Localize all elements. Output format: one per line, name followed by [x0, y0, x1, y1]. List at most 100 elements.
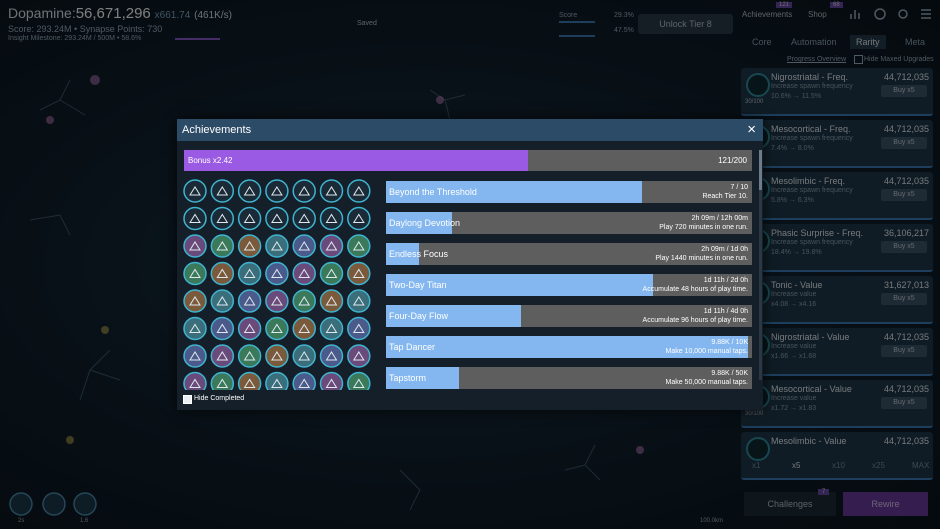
achievement-fill — [386, 243, 419, 265]
achievement-row: Endless Focus 2h 09m / 1d 0h Play 1440 min… — [386, 243, 752, 265]
achievement-icon[interactable] — [292, 344, 316, 368]
achievement-icon[interactable] — [183, 206, 207, 231]
icon-glyph — [216, 213, 229, 223]
icon-glyph — [243, 296, 256, 306]
achievement-icon[interactable] — [292, 206, 316, 231]
achievement-icon[interactable] — [237, 206, 262, 231]
icon-glyph — [325, 268, 338, 278]
achievement-icon[interactable] — [210, 261, 235, 286]
achievement-name: Beyond the Threshold — [389, 187, 477, 197]
achievement-desc: Make 50,000 manual taps. — [665, 379, 749, 386]
achievement-row: Two-Day Titan 1d 11h / 2d 0h Accumulate 48… — [386, 274, 752, 296]
achievement-icon[interactable] — [265, 206, 289, 231]
achievement-icon[interactable] — [265, 289, 289, 313]
achievement-icon[interactable] — [319, 371, 344, 391]
achievement-desc: Play 1440 minutes in one run. — [655, 255, 748, 262]
achievement-icon[interactable] — [292, 261, 316, 286]
achievement-icon[interactable] — [237, 261, 262, 286]
scrollbar — [759, 150, 762, 380]
achievement-icon[interactable] — [292, 371, 316, 391]
achievement-icon[interactable] — [237, 179, 262, 203]
achievement-desc: Play 720 minutes in one run. — [659, 224, 748, 231]
achievement-icon[interactable] — [210, 179, 235, 203]
modal-header: Achievements × — [177, 119, 763, 141]
achievement-icon[interactable] — [292, 179, 316, 203]
icon-glyph — [325, 323, 338, 333]
icon-glyph — [189, 186, 201, 196]
achievement-icon[interactable] — [319, 289, 344, 313]
achievement-icon[interactable] — [265, 234, 289, 258]
scroll-thumb[interactable] — [759, 150, 762, 190]
close-button[interactable]: × — [747, 121, 756, 138]
achievement-icon[interactable] — [183, 316, 207, 341]
achievement-icon[interactable] — [237, 234, 262, 258]
achievement-icon[interactable] — [183, 371, 207, 391]
achievement-icon[interactable] — [292, 289, 316, 313]
achievement-icon[interactable] — [210, 234, 235, 258]
achievement-progress: 1d 11h / 4d 0h — [703, 308, 748, 315]
achievement-icon[interactable] — [237, 371, 262, 391]
icon-glyph — [352, 378, 365, 388]
achievement-icon[interactable] — [237, 289, 262, 313]
achievement-name: Daylong Devotion — [389, 218, 461, 228]
achievement-icon[interactable] — [210, 371, 235, 391]
achievement-icon[interactable] — [319, 344, 344, 368]
achievement-icon[interactable] — [347, 289, 371, 313]
hide-completed[interactable]: Hide Completed — [194, 395, 245, 402]
achievement-icon[interactable] — [183, 289, 207, 313]
achievement-icon[interactable] — [210, 289, 235, 313]
achievement-icon[interactable] — [347, 206, 371, 231]
achievement-fill — [386, 367, 460, 389]
achievement-icon[interactable] — [265, 344, 289, 368]
achievement-icon[interactable] — [183, 234, 207, 258]
achievement-icon[interactable] — [347, 261, 371, 286]
achievement-icon[interactable] — [347, 179, 371, 203]
achievement-icon[interactable] — [319, 206, 344, 231]
achievement-desc: Accumulate 96 hours of play time. — [642, 317, 748, 324]
achievement-name: Four-Day Flow — [389, 311, 449, 321]
achievement-fill — [386, 336, 748, 358]
achievement-progress: 2h 09m / 12h 00m — [691, 215, 748, 222]
icon-glyph — [216, 186, 229, 196]
achievement-fill — [386, 212, 452, 234]
achievement-name: Tapstorm — [389, 373, 427, 383]
achievement-icon[interactable] — [183, 344, 207, 368]
icon-glyph — [243, 378, 256, 388]
achievement-icon[interactable] — [265, 179, 289, 203]
achievement-icon[interactable] — [265, 316, 289, 341]
icon-glyph — [270, 296, 283, 306]
achievement-icon[interactable] — [347, 234, 371, 258]
achievement-icon[interactable] — [237, 344, 262, 368]
achievement-icon[interactable] — [237, 316, 262, 341]
achievement-progress: 2h 09m / 1d 0h — [701, 246, 748, 253]
icon-glyph — [298, 296, 311, 306]
icon-glyph — [270, 323, 283, 333]
checkbox[interactable] — [183, 395, 192, 404]
achievement-icon[interactable] — [347, 344, 371, 368]
icon-glyph — [216, 323, 229, 333]
icon-glyph — [216, 241, 229, 251]
achievement-icon[interactable] — [292, 316, 316, 341]
achievement-icon[interactable] — [292, 234, 316, 258]
icon-glyph — [352, 323, 365, 333]
achievement-icon[interactable] — [347, 371, 371, 391]
bonus-count: 121/200 — [718, 156, 747, 165]
icon-glyph — [298, 268, 311, 278]
achievement-icon[interactable] — [319, 261, 344, 286]
achievement-icon[interactable] — [210, 206, 235, 231]
icon-glyph — [352, 186, 365, 196]
achievement-icon[interactable] — [265, 371, 289, 391]
icon-glyph — [270, 241, 283, 251]
achievement-icon[interactable] — [210, 316, 235, 341]
achievement-icon[interactable] — [210, 344, 235, 368]
achievement-icon[interactable] — [265, 261, 289, 286]
achievement-icon[interactable] — [319, 179, 344, 203]
achievement-icon[interactable] — [319, 316, 344, 341]
achievement-icon[interactable] — [183, 179, 207, 203]
achievement-icon[interactable] — [183, 261, 207, 286]
icon-glyph — [189, 268, 201, 278]
achievement-row: Beyond the Threshold 7 / 10 Reach Tier 10. — [386, 181, 752, 203]
achievement-icon[interactable] — [319, 234, 344, 258]
achievement-icon[interactable] — [347, 316, 371, 341]
